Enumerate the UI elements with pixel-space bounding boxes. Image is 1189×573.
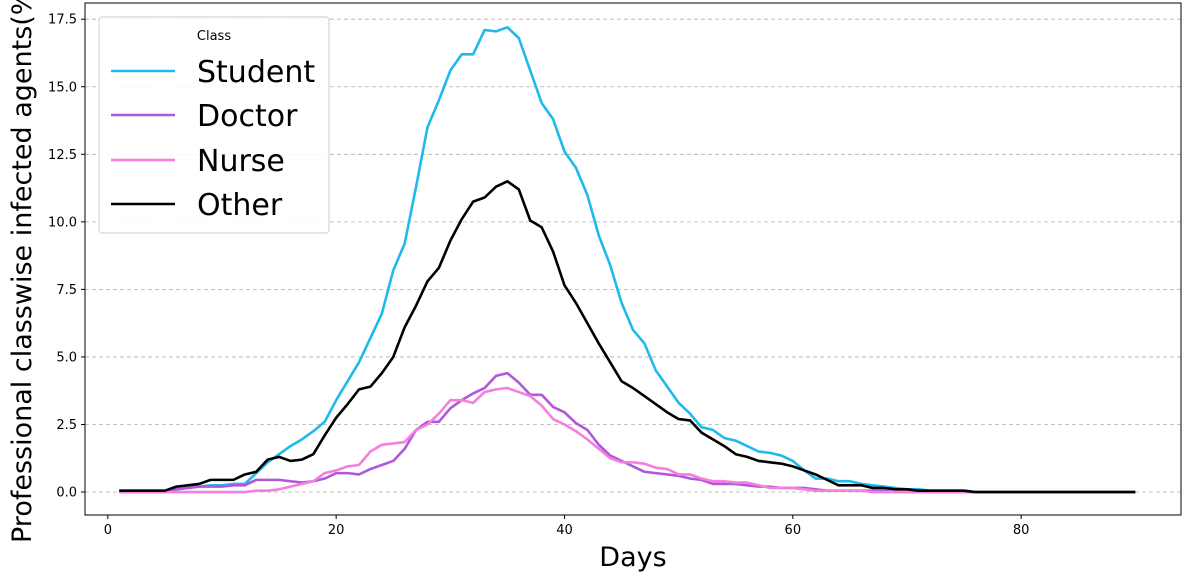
legend-label-other: Other [197, 188, 283, 223]
legend: Class Student Doctor Nurse Other [98, 16, 330, 234]
x-tick-label: 20 [328, 523, 345, 538]
y-tick-label: 12.5 [48, 148, 77, 163]
x-axis-label: Days [599, 542, 666, 573]
plot-area-frame [84, 2, 1182, 516]
legend-label-nurse: Nurse [197, 144, 285, 179]
series-lines [119, 26, 1136, 494]
legend-label-student: Student [197, 55, 315, 90]
y-tick-label: 17.5 [48, 13, 77, 28]
legend-label-doctor: Doctor [197, 99, 298, 134]
x-axis-ticks: 0 20 40 60 80 [104, 515, 1030, 538]
x-tick-label: 0 [104, 523, 112, 538]
y-tick-label: 5.0 [56, 350, 77, 365]
y-axis-label: Professional classwise infected agents(%… [7, 0, 38, 543]
y-tick-label: 7.5 [56, 283, 77, 298]
y-tick-label: 0.0 [56, 486, 77, 501]
y-tick-label: 10.0 [48, 215, 77, 230]
y-tick-label: 15.0 [48, 80, 77, 95]
x-tick-label: 80 [1013, 523, 1030, 538]
series-line-other [119, 180, 1136, 494]
legend-items: Student Doctor Nurse Other [111, 55, 315, 223]
x-tick-label: 60 [785, 523, 802, 538]
y-tick-label: 2.5 [56, 418, 77, 433]
y-axis-ticks: 0.0 2.5 5.0 7.5 10.0 12.5 15.0 17.5 [48, 13, 85, 501]
x-tick-label: 40 [556, 523, 573, 538]
legend-title: Class [197, 29, 231, 44]
